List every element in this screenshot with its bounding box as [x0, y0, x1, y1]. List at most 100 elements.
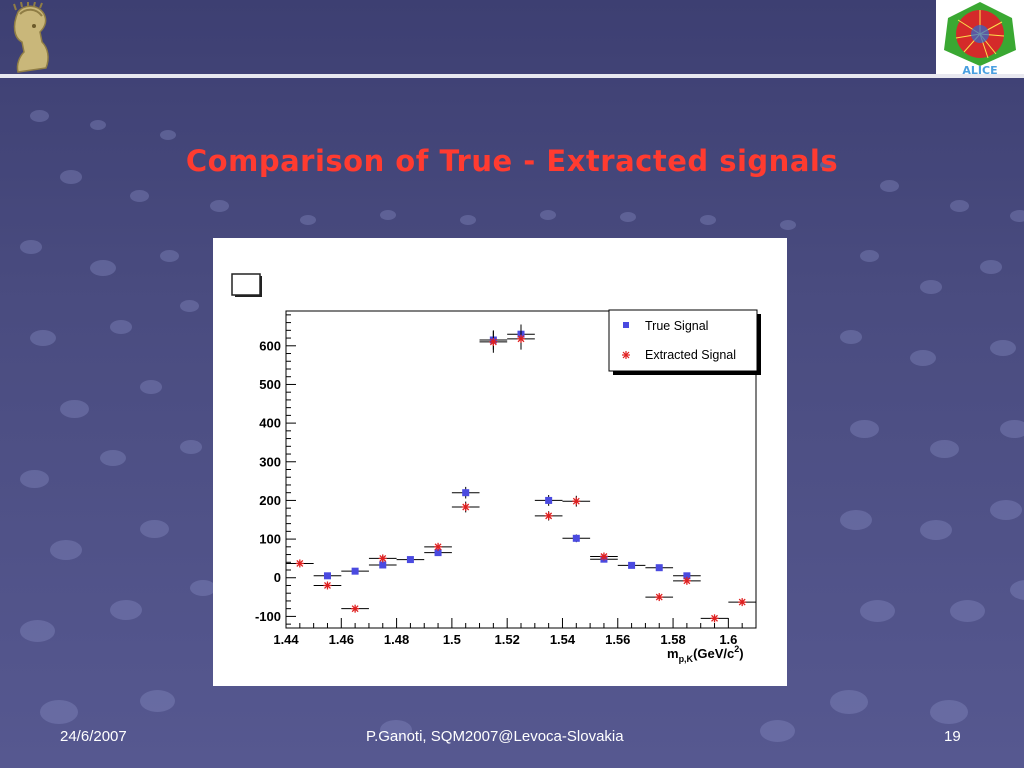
y-tick-label: 0: [274, 570, 281, 585]
star-marker-d2: [489, 338, 497, 346]
background-dot: [110, 320, 133, 334]
true-signal-point: [368, 561, 397, 569]
star-marker-d2: [434, 543, 442, 551]
background-dot: [30, 110, 50, 122]
background-dot: [160, 130, 176, 140]
star-marker-d2: [572, 497, 580, 505]
background-dot: [140, 520, 169, 538]
y-tick-label: 500: [259, 377, 281, 392]
extracted-signal-point: [534, 511, 563, 521]
square-marker: [628, 561, 636, 569]
y-tick-label: 200: [259, 493, 281, 508]
x-tick-label: 1.56: [605, 632, 630, 647]
footer-date: 24/6/2007: [60, 728, 127, 745]
background-dot: [920, 520, 952, 540]
square-marker: [683, 572, 691, 580]
x-tick-label: 1.46: [329, 632, 354, 647]
square-marker: [379, 561, 387, 569]
background-dot: [840, 330, 863, 344]
true-signal-point: [617, 561, 646, 569]
x-tick-label: 1.58: [660, 632, 685, 647]
extracted-signal-point: [507, 328, 535, 350]
background-dot: [860, 250, 880, 262]
background-dot: [20, 620, 56, 642]
chart: -100 0 100 200 300 400 500 600 1.44 1.46 1.48 1.5 1…: [231, 273, 761, 664]
background-dot: [840, 510, 872, 530]
background-dot: [540, 210, 556, 220]
background-dot: [990, 500, 1022, 520]
x-tick-label: 1.54: [550, 632, 576, 647]
square-marker: [462, 489, 470, 497]
background-dot: [950, 200, 970, 212]
page-number: 19: [944, 728, 961, 745]
star-marker-d2: [545, 512, 553, 520]
background-dot: [180, 440, 203, 454]
legend-label-extracted: Extracted Signal: [645, 348, 736, 362]
background-dot: [760, 720, 796, 742]
y-tick-label: 400: [259, 416, 281, 431]
background-dot: [210, 200, 230, 212]
footer-author: P.Ganoti, SQM2007@Levoca-Slovakia: [366, 728, 624, 745]
background-dot: [60, 400, 89, 418]
background-dot: [700, 215, 716, 225]
legend-marker-true: [623, 322, 629, 328]
background-dot: [820, 160, 836, 170]
star-marker-d2: [683, 577, 691, 585]
true-signal-point: [341, 567, 369, 575]
extracted-signal-point: [341, 604, 369, 613]
background-dot: [30, 330, 56, 346]
star-marker-d2: [379, 554, 387, 562]
star-marker-d2: [462, 503, 470, 511]
extracted-signal-point: [479, 331, 508, 353]
chart-panel: -100 0 100 200 300 400 500 600 1.44 1.46 1.48 1.5 1…: [213, 238, 787, 686]
slide-title: Comparison of True - Extracted signals: [185, 144, 839, 178]
background-dot: [780, 220, 796, 230]
background-dot: [20, 470, 49, 488]
star-marker-d2: [351, 605, 359, 613]
background-dot: [460, 215, 476, 225]
true-signal-point: [313, 572, 342, 580]
x-tick-label: 1.5: [443, 632, 461, 647]
background-dot: [980, 260, 1003, 274]
athena-head-logo: [4, 1, 58, 74]
extracted-signal-point: [451, 501, 480, 513]
true-signal-point: [396, 556, 425, 564]
legend-label-true: True Signal: [645, 319, 708, 333]
y-tick-label: 300: [259, 454, 281, 469]
x-tick-label: 1.44: [273, 632, 299, 647]
background-dot: [300, 215, 316, 225]
background-dot: [140, 690, 176, 712]
stats-box-icon: [231, 273, 261, 296]
background-dot: [90, 260, 116, 276]
x-axis-label: mp,K(GeV/c2): [667, 644, 744, 664]
x-tick-label: 1.6: [719, 632, 737, 647]
extracted-signal-point: [673, 576, 701, 585]
background-dot: [930, 700, 969, 724]
y-tick-label: 600: [259, 338, 281, 353]
background-dot: [40, 700, 79, 724]
square-marker: [545, 496, 553, 504]
background-dot: [380, 720, 412, 740]
true-signal-point: [534, 495, 563, 506]
background-dot: [910, 350, 936, 366]
legend: True Signal Extracted Signal: [608, 309, 761, 375]
alice-logo: ALICE: [936, 0, 1024, 77]
background-dot: [1010, 210, 1024, 222]
header-divider: [0, 74, 1024, 78]
true-signal-point: [451, 486, 480, 499]
background-dot: [140, 380, 163, 394]
background-dot: [110, 600, 142, 620]
extracted-signal-point: [700, 614, 729, 623]
background-dot: [990, 340, 1016, 356]
background-dot: [100, 450, 126, 466]
background-dot: [830, 690, 869, 714]
background-dot: [950, 600, 986, 622]
alice-logo-text: ALICE: [962, 64, 997, 76]
extracted-signal-point: [590, 552, 618, 561]
header-bar: [0, 0, 1024, 78]
star-marker-d2: [296, 559, 304, 567]
background-dot: [620, 212, 636, 222]
background-dot: [850, 420, 879, 438]
star-marker-d2: [738, 598, 746, 606]
background-dot: [20, 240, 43, 254]
